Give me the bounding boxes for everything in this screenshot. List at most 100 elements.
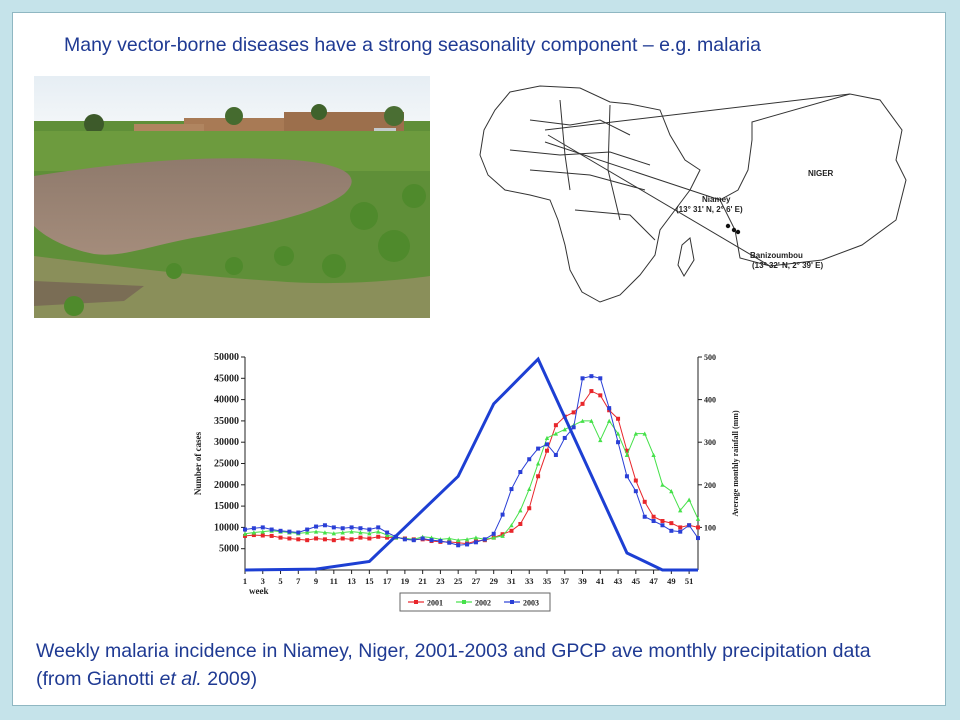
- point-2003: [678, 529, 683, 534]
- x-tick-label: 23: [436, 576, 445, 586]
- point-2001: [624, 448, 629, 453]
- y2-tick-label: 200: [704, 481, 716, 490]
- point-2003: [340, 526, 345, 531]
- y2-tick-label: 100: [704, 523, 716, 532]
- point-2003: [518, 470, 523, 475]
- x-tick-label: 1: [243, 576, 247, 586]
- point-2002: [615, 431, 621, 436]
- point-2002: [642, 431, 647, 436]
- point-2002: [491, 535, 496, 540]
- y-tick-label: 40000: [214, 395, 239, 406]
- point-2002: [331, 531, 337, 536]
- y-tick-label: 35000: [214, 416, 239, 427]
- y-tick-label: 45000: [214, 373, 239, 384]
- point-2001: [607, 408, 612, 413]
- pond-photo: [34, 76, 430, 318]
- legend-marker-2002: [462, 600, 466, 604]
- point-2003: [269, 527, 274, 532]
- point-2002: [562, 427, 567, 432]
- point-2002: [358, 530, 363, 535]
- point-2001: [589, 389, 594, 394]
- point-2003: [580, 376, 585, 381]
- point-2002: [447, 536, 452, 541]
- point-2002: [633, 431, 639, 436]
- point-2003: [473, 540, 478, 545]
- point-2003: [243, 527, 247, 532]
- y2-tick-label: 500: [704, 353, 716, 362]
- point-2003: [589, 374, 594, 379]
- caption-main: Weekly malaria incidence in Niamey, Nige…: [36, 640, 871, 690]
- point-2002: [669, 488, 674, 494]
- y-tick-label: 10000: [214, 522, 239, 533]
- point-2003: [562, 435, 567, 440]
- x-tick-label: 21: [418, 576, 427, 586]
- x-tick-label: 3: [261, 576, 265, 586]
- point-2003: [545, 442, 549, 447]
- point-2002: [322, 530, 328, 535]
- point-2002: [376, 529, 381, 534]
- x-tick-label: 5: [278, 576, 282, 586]
- y-tick-label: 5000: [219, 544, 239, 555]
- point-2003: [696, 536, 700, 541]
- y2-tick-label: 300: [704, 438, 716, 447]
- point-2003: [571, 425, 576, 430]
- point-2003: [482, 537, 487, 542]
- x-axis-label: week: [249, 586, 269, 596]
- niger-outline: [719, 93, 907, 267]
- point-2001: [651, 514, 656, 519]
- point-2003: [429, 538, 434, 543]
- point-2003: [296, 530, 301, 535]
- point-2002: [304, 530, 310, 535]
- point-2003: [358, 526, 363, 531]
- point-2001: [260, 533, 265, 538]
- point-2002: [518, 508, 523, 513]
- point-2001: [385, 535, 390, 540]
- x-tick-label: 9: [314, 576, 318, 586]
- x-tick-label: 51: [685, 576, 694, 586]
- point-2002: [473, 535, 479, 540]
- x-tick-label: 49: [667, 576, 676, 586]
- point-2003: [642, 514, 647, 519]
- point-2003: [624, 474, 629, 479]
- y-axis-label: Number of cases: [193, 431, 203, 495]
- point-2001: [243, 533, 247, 538]
- x-tick-label: 37: [561, 576, 570, 586]
- point-2001: [678, 525, 683, 530]
- point-2001: [322, 537, 327, 542]
- point-2001: [509, 528, 514, 533]
- point-2001: [642, 499, 647, 504]
- x-tick-label: 25: [454, 576, 463, 586]
- y-tick-label: 20000: [214, 480, 239, 491]
- x-tick-label: 45: [632, 576, 641, 586]
- caption-italic: et al.: [159, 668, 202, 690]
- x-tick-label: 47: [649, 576, 658, 586]
- point-2001: [269, 533, 274, 538]
- point-2002: [509, 523, 514, 528]
- y2-tick-label: 400: [704, 396, 716, 405]
- x-tick-label: 15: [365, 576, 374, 586]
- point-2001: [616, 416, 621, 421]
- point-2003: [287, 529, 292, 534]
- legend-label-2002: 2002: [475, 599, 491, 608]
- x-tick-label: 11: [330, 576, 338, 586]
- niamey-label: Niamey: [702, 195, 731, 204]
- point-2001: [518, 521, 523, 526]
- point-2001: [331, 538, 336, 543]
- point-2001: [287, 536, 292, 541]
- point-2002: [455, 537, 461, 543]
- point-2003: [616, 440, 621, 445]
- point-2003: [447, 540, 452, 545]
- y-tick-label: 30000: [214, 437, 239, 448]
- point-2003: [553, 452, 558, 457]
- y2-axis-label: Average monthly rainfall (mm): [731, 410, 740, 517]
- banizoumbou-label: Banizoumbou: [750, 251, 803, 260]
- point-2002: [242, 531, 248, 536]
- point-2003: [509, 487, 514, 492]
- series-line-2003: [244, 375, 699, 546]
- point-2002: [384, 532, 390, 538]
- point-2001: [376, 534, 381, 539]
- point-2002: [553, 431, 559, 436]
- point-2003: [536, 446, 541, 451]
- point-2001: [314, 536, 319, 541]
- point-2001: [367, 536, 372, 541]
